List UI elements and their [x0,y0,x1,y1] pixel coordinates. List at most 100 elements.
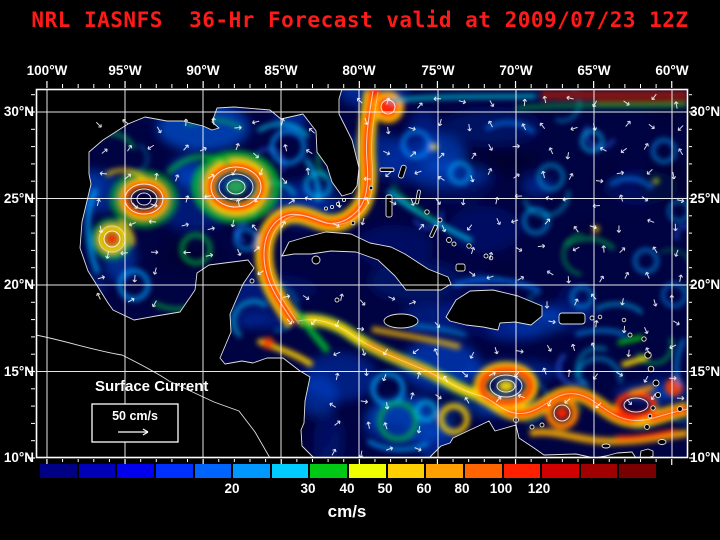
figure-title: NRL IASNFS 36-Hr Forecast valid at 2009/… [31,8,689,32]
vector-arrow-icon [127,297,135,303]
vector-arrow-icon [304,196,312,201]
lat-label: 10°N [3,450,34,465]
vector-arrow-icon [418,223,425,230]
speed-patch [302,352,377,402]
vector-arrow-icon [651,93,657,101]
vector-arrow-icon [566,369,572,377]
filament [413,210,443,230]
vector-arrow-icon [122,119,129,125]
south-america [429,420,637,458]
vector-arrow-icon [619,247,626,253]
hispaniola [445,289,543,331]
puerto-rico [558,312,586,325]
colorbar-segment [40,464,77,478]
colorbar-tick-label: 100 [489,481,513,496]
vector-arrow-icon [669,376,677,381]
vector-arrow-icon [383,150,391,156]
lat-label: 30°N [690,104,720,119]
vector-arrow-icon [199,146,207,152]
vector-arrow-icon [359,299,366,306]
vector-arrow-icon [470,175,475,183]
colorbar-segment [426,464,463,478]
vector-arrow-icon [282,294,291,299]
vector-arrow-icon [234,125,242,130]
vector-arrow-icon [545,196,553,201]
vector-arrow-icon [408,126,416,132]
vector-arrow-icon [595,178,604,184]
vector-arrow-icon [671,171,677,180]
vector-arrow-icon [653,299,658,307]
vector-arrow-icon [678,148,684,156]
vector-arrow-icon [286,318,293,325]
vector-arrow-icon [515,246,523,252]
vector-arrow-icon [385,171,392,177]
vector-arrow-icon [644,326,649,335]
scale-box: 50 cm/s [91,403,179,443]
lon-label: 75°W [421,63,455,78]
filament [231,299,268,339]
vector-arrow-icon [548,147,554,155]
vector-arrow-icon [626,349,631,358]
vector-arrow-icon [650,393,656,401]
vector-arrow-icon [148,219,157,224]
vector-arrow-icon [618,194,624,202]
colorbar-segment [310,464,347,478]
vector-arrow-icon [101,148,108,154]
vector-arrow-icon [590,342,595,350]
vector-arrow-icon [360,399,369,405]
vector-arrow-icon [542,95,547,104]
map: Surface Current 50 cm/s [28,81,695,465]
vector-arrow-icon [466,224,473,231]
vector-arrow-icon [669,294,675,303]
lon-label: 70°W [499,63,533,78]
vector-arrow-icon [356,97,363,104]
colorbar [40,464,656,478]
vector-arrow-icon [594,319,599,328]
lat-label: 25°N [3,190,34,206]
vector-arrow-icon [488,120,493,128]
vector-arrow-icon [512,143,520,149]
vector-arrow-icon [152,267,158,275]
vector-arrow-icon [652,246,658,254]
cayman [334,297,340,303]
vector-arrow-icon [382,374,387,382]
colorbar-segment [271,464,309,478]
filament [253,147,286,173]
vector-arrow-icon [592,203,601,209]
vector-arrow-icon [570,343,576,351]
filament [561,232,583,276]
vector-arrow-icon [599,275,605,283]
vector-arrow-icon [252,152,259,159]
vector-arrow-icon [542,367,547,375]
vector-arrow-icon [494,196,500,205]
vector-arrow-icon [360,217,365,226]
vector-arrow-icon [364,196,370,205]
vector-arrow-icon [643,375,649,383]
vector-arrow-icon [488,251,494,260]
vector-arrow-icon [257,270,264,276]
filament [272,282,299,333]
lat-label: 20°N [690,277,720,292]
vector-arrow-icon [568,173,574,180]
vector-arrow-icon [185,195,190,203]
vector-arrow-icon [382,348,389,356]
vector-arrow-icon [589,225,597,230]
vector-arrow-icon [181,222,189,227]
cuba [281,231,452,291]
vector-arrow-icon [258,168,264,176]
vector-arrow-icon [573,225,579,233]
vector-arrow-icon [673,223,678,232]
vector-arrow-icon [517,393,525,399]
vector-arrow-icon [464,396,470,404]
vector-arrow-icon [438,152,445,159]
vector-arrow-icon [356,326,365,332]
vector-arrow-icon [308,128,315,134]
vector-arrow-icon [384,402,390,410]
colorbar-tick-label: 20 [224,481,240,496]
vector-arrow-icon [467,123,472,132]
vector-arrow-icon [443,375,449,383]
vector-arrow-icon [458,99,466,105]
vector-arrow-icon [281,177,288,184]
lat-label: 20°N [3,277,34,292]
vector-arrow-icon [433,348,438,356]
